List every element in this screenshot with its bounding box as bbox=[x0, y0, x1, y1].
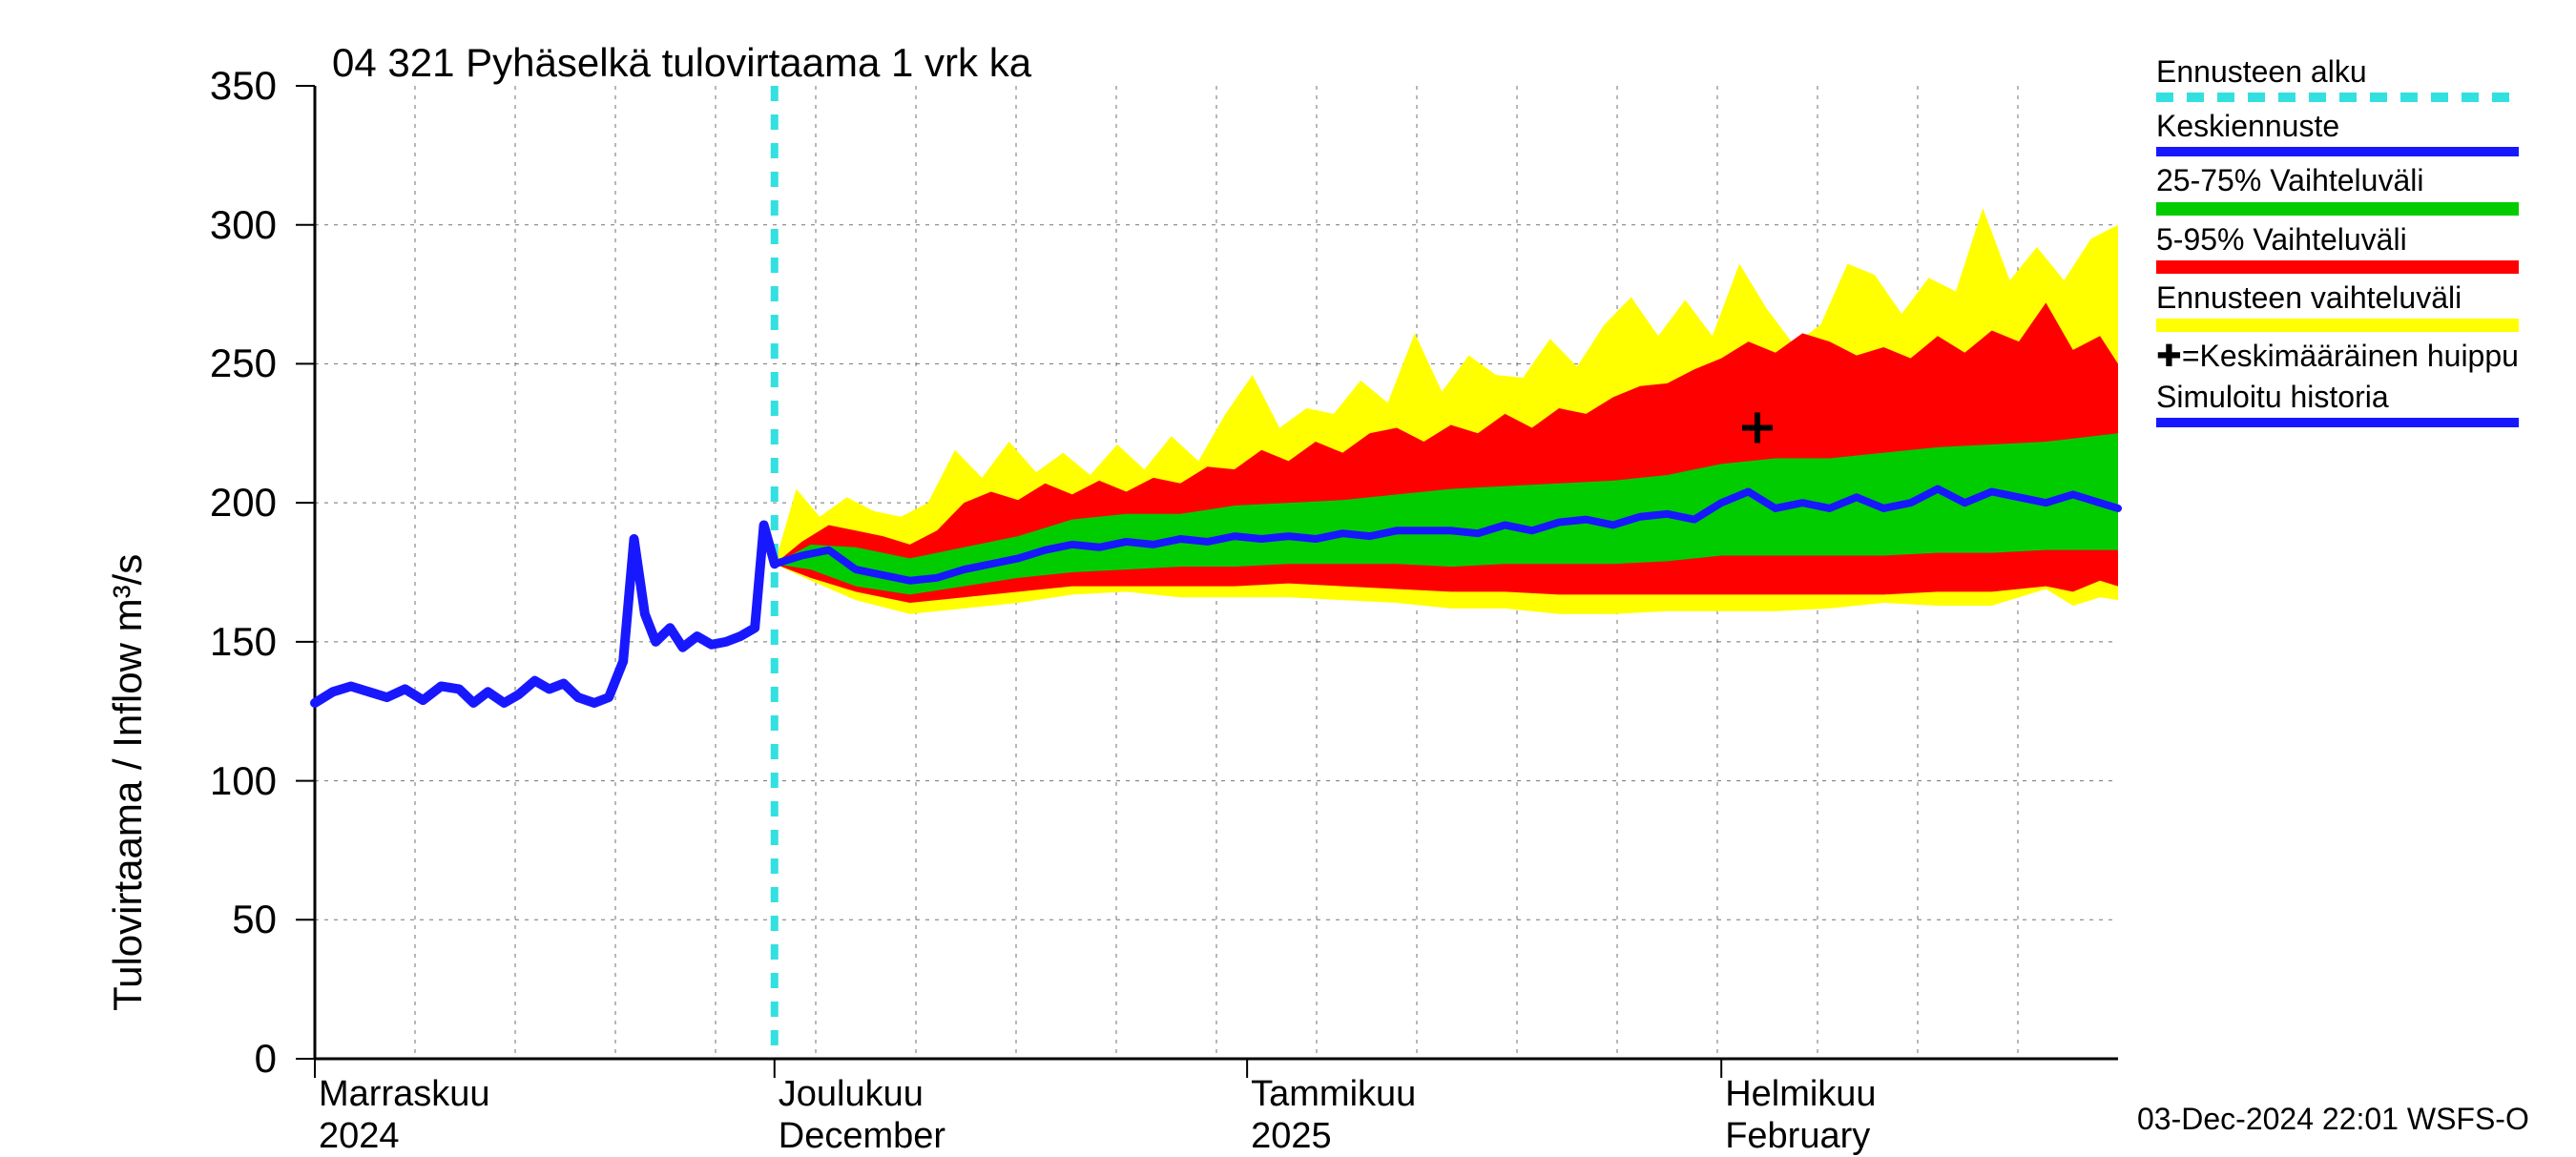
y-axis-label: Tulovirtaama / Inflow m³/s bbox=[105, 554, 151, 1011]
legend-item: ✚=Keskimääräinen huippu bbox=[2156, 340, 2519, 373]
legend: Ennusteen alku Keskiennuste 25-75% Vaihtel… bbox=[2156, 55, 2519, 435]
footer-timestamp: 03-Dec-2024 22:01 WSFS-O bbox=[2137, 1102, 2529, 1137]
y-tick-label: 50 bbox=[162, 897, 277, 942]
chart-title: 04 321 Pyhäselkä tulovirtaama 1 vrk ka bbox=[332, 40, 1031, 86]
legend-item: Ennusteen alku bbox=[2156, 55, 2519, 102]
legend-swatch bbox=[2156, 147, 2519, 156]
legend-item: Simuloitu historia bbox=[2156, 381, 2519, 427]
plot-area bbox=[315, 86, 2118, 1059]
y-tick-label: 200 bbox=[162, 480, 277, 526]
y-tick-label: 150 bbox=[162, 619, 277, 665]
legend-item: 25-75% Vaihteluväli bbox=[2156, 164, 2519, 215]
legend-label: Simuloitu historia bbox=[2156, 381, 2519, 414]
legend-swatch bbox=[2156, 93, 2519, 102]
legend-label: Keskiennuste bbox=[2156, 110, 2519, 143]
y-tick-label: 350 bbox=[162, 63, 277, 109]
legend-label: ✚=Keskimääräinen huippu bbox=[2156, 340, 2519, 373]
legend-item: 5-95% Vaihteluväli bbox=[2156, 223, 2519, 274]
legend-swatch bbox=[2156, 418, 2519, 427]
legend-label: 5-95% Vaihteluväli bbox=[2156, 223, 2519, 257]
history-line bbox=[315, 525, 775, 703]
legend-label: Ennusteen vaihteluväli bbox=[2156, 281, 2519, 315]
legend-label: 25-75% Vaihteluväli bbox=[2156, 164, 2519, 197]
y-tick-label: 250 bbox=[162, 341, 277, 386]
legend-swatch bbox=[2156, 319, 2519, 332]
legend-item: Ennusteen vaihteluväli bbox=[2156, 281, 2519, 332]
legend-swatch bbox=[2156, 202, 2519, 216]
legend-label: Ennusteen alku bbox=[2156, 55, 2519, 89]
chart-container: 04 321 Pyhäselkä tulovirtaama 1 vrk ka T… bbox=[0, 0, 2576, 1145]
y-tick-label: 300 bbox=[162, 202, 277, 248]
legend-item: Keskiennuste bbox=[2156, 110, 2519, 156]
legend-swatch bbox=[2156, 260, 2519, 274]
y-tick-label: 0 bbox=[162, 1036, 277, 1082]
y-tick-label: 100 bbox=[162, 758, 277, 804]
